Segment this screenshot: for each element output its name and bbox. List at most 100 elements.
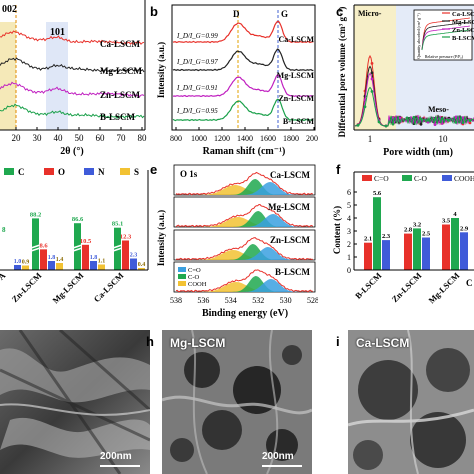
sem-texture-i [348, 330, 474, 474]
legend-swatch-s [120, 168, 130, 175]
sem-image-i: Ca-LSCM [348, 330, 474, 474]
bar-label-n: 1.8 [48, 255, 56, 261]
category-label: Zn-LSCM [390, 270, 424, 304]
bar-label-o: 12.3 [120, 233, 132, 240]
xrd-curve-mg-lscm [0, 57, 145, 73]
legend-label: COOH [454, 174, 474, 183]
micro-zone [354, 5, 396, 130]
pore-marker [447, 118, 451, 122]
bar-ceqo [404, 233, 412, 270]
bars: 81.0 0.988.28.61.8 1.486.610.51.81.185.112… [2, 211, 145, 270]
highlight-band-002 [0, 22, 16, 130]
bar-value-label: 3.5 [442, 218, 451, 225]
bar-c-o [413, 228, 421, 270]
y-tick-label: 5 [347, 201, 351, 210]
xrd-label-mg: Mg-LSCM [100, 66, 142, 76]
raman-curve [172, 48, 314, 72]
x-axis-label: Raman shift (cm⁻¹) [203, 146, 286, 157]
pore-marker [468, 121, 472, 125]
panel-letter-h: h [146, 334, 154, 349]
panel-letter-c: c [336, 4, 344, 19]
legend-swatch-n [84, 168, 94, 175]
xps-envelope [175, 237, 313, 261]
y-axis-label: Differential pore volume (cm³ g⁻¹) [337, 7, 347, 138]
y-tick-label: 0 [347, 266, 351, 275]
bar-cooh [460, 232, 468, 270]
x-tick-label: 1800 [283, 134, 299, 143]
legend-swatch [362, 175, 372, 181]
legend-label-s: S [134, 167, 139, 177]
pore-marker [468, 119, 472, 122]
bar-label-s: 0.9 [22, 260, 30, 266]
xrd-curve-ca-lscm [0, 30, 145, 46]
y-tick-label: 3 [347, 227, 351, 236]
x-tick-label: 60 [96, 133, 106, 143]
pore-marker [398, 119, 402, 123]
pore-marker [370, 62, 374, 65]
bar-n [90, 261, 97, 270]
x-tick-label: 530 [280, 296, 292, 305]
pore-curve [354, 86, 474, 127]
legend-label-o: O [58, 167, 65, 177]
sem-title-ca: Ca-LSCM [356, 336, 410, 350]
pore-marker [356, 123, 360, 127]
bar-o [40, 249, 47, 270]
xrd-label-zn: Zn-LSCM [100, 90, 141, 100]
x-tick-label: 800 [170, 134, 182, 143]
legend-label: C-O [414, 174, 428, 183]
pore-marker [419, 117, 423, 121]
x-tick-label: 50 [75, 133, 85, 143]
legend-label: Zn-LSCM [452, 27, 474, 34]
pore-marker [370, 71, 374, 75]
legend-label-n: N [98, 167, 105, 177]
bar-label-s: 0.4 [138, 262, 146, 268]
bar-c-o [451, 218, 459, 270]
pore-marker [377, 120, 381, 124]
pore-marker [433, 118, 437, 121]
raman-label-mg: Mg-LSCM [277, 71, 315, 80]
x-tick-label: 1000 [191, 134, 207, 143]
xps-label-b: B-LSCM [275, 267, 311, 277]
panel-b-raman-chart: Intensity (a.u.) D G I_D/I_G=0.99 I_D/I_… [156, 4, 318, 157]
raman-curve [172, 20, 314, 44]
band-label-d: D [233, 9, 240, 19]
ratio-ca: I_D/I_G=0.99 [176, 32, 218, 40]
axis-break [72, 244, 83, 252]
category-labels: A Zn-LSCM Mg-LSCM Ca-LSCM [0, 270, 125, 306]
bar-value-label: 2.3 [382, 233, 391, 240]
scale-label-g: 200nm [100, 451, 132, 462]
x-tick-labels: 538 536 534 532 530 528 [170, 296, 318, 305]
xps-envelope [175, 203, 314, 228]
scale-bar-h [262, 465, 302, 467]
xps-component [176, 279, 313, 292]
bar-label-o: 8.6 [39, 242, 48, 249]
xps-label-zn: Zn-LSCM [270, 235, 311, 245]
category-label: Ca-LSCM [92, 270, 126, 304]
bar-cooh [422, 237, 430, 270]
xps-component [176, 282, 313, 292]
bar-label-s: 1.4 [56, 257, 64, 263]
xps-component [176, 276, 313, 292]
plot-frame [171, 4, 316, 131]
panel-a-xrd-chart: 002 101 Ca-LSCM Mg-LSCM Zn-LSCM B-LSCM 2… [0, 0, 148, 157]
x-tick-label: 80 [138, 133, 148, 143]
bar-value-label: 5.6 [373, 190, 382, 197]
bar-label-n: 2.3 [130, 253, 138, 259]
pore-marker [384, 124, 388, 128]
x-tick-label: 532 [252, 296, 264, 305]
ratio-zn: I_D/I_G=0.91 [176, 84, 218, 92]
pore-marker [440, 117, 444, 121]
x-axis-label: 2θ (°) [60, 146, 83, 157]
bar-n [130, 258, 137, 270]
pore-marker [433, 123, 437, 126]
xps-component [176, 179, 313, 195]
bar-value-label: 4 [453, 211, 457, 218]
legend-swatch [178, 274, 186, 279]
pore-marker [370, 90, 374, 93]
pore-marker [454, 121, 458, 124]
pore-marker [363, 105, 367, 109]
legend-swatch [178, 267, 186, 272]
bar-label-c: 8 [2, 226, 6, 234]
bar-value-label: 2.9 [460, 225, 469, 232]
